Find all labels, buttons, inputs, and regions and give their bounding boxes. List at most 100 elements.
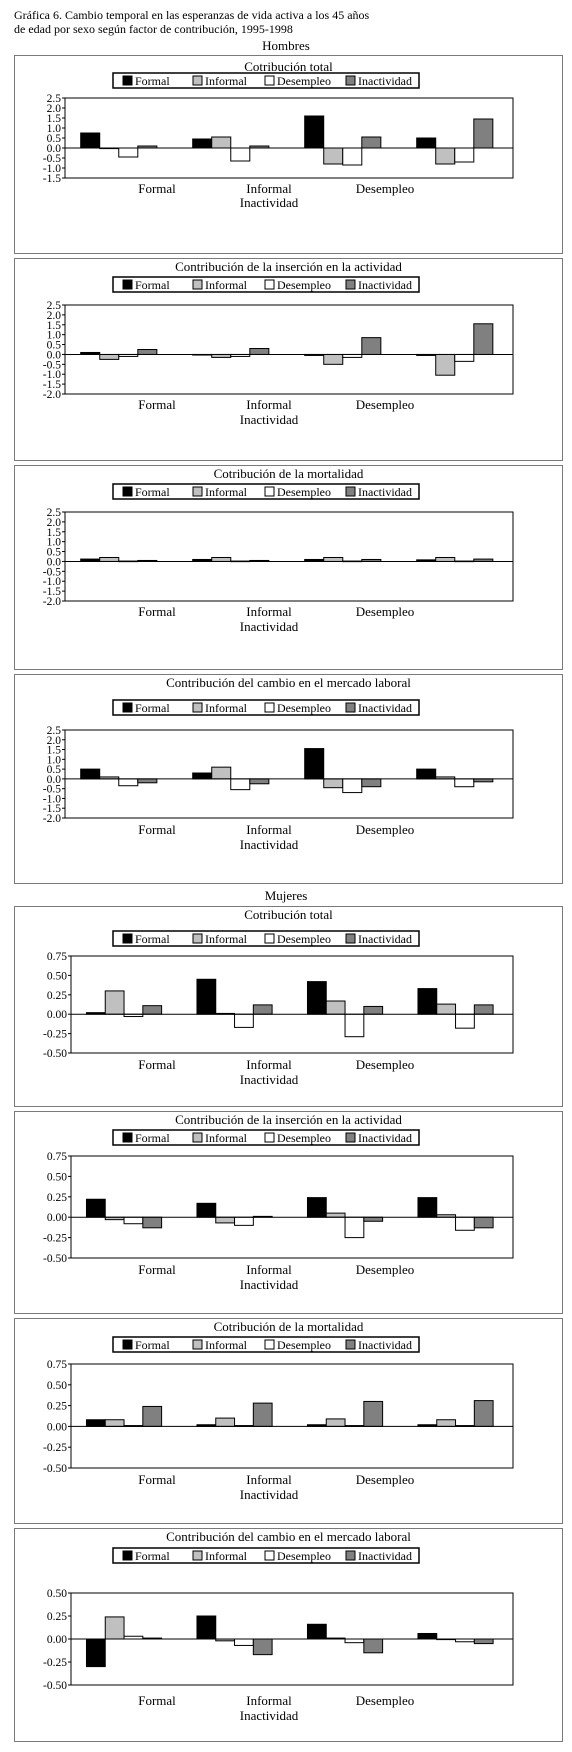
figure-title-line2: de edad por sexo según factor de contrib… <box>14 22 293 36</box>
chart8-category-label-formal: Formal <box>138 1693 176 1708</box>
chart6-legend-swatch-desempleo <box>264 1132 275 1143</box>
chart3-bar-informal-1 <box>99 556 120 562</box>
chart8-bar-formal-3 <box>306 1623 327 1640</box>
chart7-bar-informal-1 <box>104 1419 125 1427</box>
chart4-category-label-informal: Informal <box>246 822 292 837</box>
chart1-ytick-label-2: 1.5 <box>47 113 62 125</box>
chart1-legend-swatch-inactividad <box>345 75 356 86</box>
chart4-ytick-label-9: -2.0 <box>43 813 61 825</box>
chart5-bar-desempleo-3 <box>344 1013 365 1038</box>
chart5-legend-label-inactividad: Inactividad <box>358 932 412 946</box>
chart4-legend-label-informal: Informal <box>205 701 248 715</box>
chart3-ytick-label-2: 1.5 <box>47 527 62 539</box>
chart3-title: Cotribución de la mortalidad <box>214 466 364 481</box>
chart1-legend-swatch-informal <box>192 75 203 86</box>
chart4-bar-inactividad-3 <box>361 778 382 788</box>
chart5-bar-formal-2 <box>196 978 217 1015</box>
chart3-bar-informal-2 <box>211 556 232 562</box>
chart2-bar-inactividad-3 <box>361 337 382 355</box>
chart6-bar-formal-4 <box>417 1197 438 1218</box>
chart2-category-label-inactividad: Inactividad <box>240 412 299 427</box>
chart6-bar-informal-2 <box>215 1216 236 1224</box>
chart1-bar-informal-2 <box>211 136 232 149</box>
chart1-bar-desempleo-1 <box>118 147 139 158</box>
chart6-bar-desempleo-3 <box>344 1216 365 1239</box>
chart2-legend-swatch-inactividad <box>345 279 356 290</box>
chart7-bar-inactividad-1 <box>142 1405 163 1427</box>
chart3-ytick-label-5: 0.0 <box>47 556 62 568</box>
chart6-legend-swatch-formal <box>122 1132 133 1143</box>
chart4-legend-swatch-informal <box>192 702 203 713</box>
chart3-ytick-label-1: 2.0 <box>47 517 62 529</box>
chart4-bar-formal-2 <box>192 772 213 780</box>
chart8-bar-formal-2 <box>196 1615 217 1640</box>
chart4-bar-inactividad-2 <box>249 778 270 785</box>
chart4-legend-swatch-inactividad <box>345 702 356 713</box>
chart3-legend-label-inactividad: Inactividad <box>358 485 412 499</box>
chart8-legend-swatch-informal <box>192 1550 203 1561</box>
chart6-legend-swatch-informal <box>192 1132 203 1143</box>
chart1-ytick-label-8: -1.5 <box>43 173 61 185</box>
chart1-ytick-label-6: -0.5 <box>43 153 61 165</box>
chart-svg-mujeres-mercado: Contribución del cambio en el mercado la… <box>43 1529 514 1723</box>
chart3-category-label-desempleo: Desempleo <box>356 604 414 619</box>
chart7-legend-swatch-informal <box>192 1339 203 1350</box>
chart1-plot-frame <box>64 97 514 179</box>
chart5-ytick-label-4: -0.25 <box>43 1029 67 1041</box>
chart8-legend-label-formal: Formal <box>135 1549 170 1563</box>
chart2-legend-label-formal: Formal <box>135 278 170 292</box>
chart2-bar-inactividad-4 <box>473 323 494 355</box>
chart7-bar-inactividad-4 <box>473 1400 494 1427</box>
chart2-bar-inactividad-1 <box>137 349 158 355</box>
chart4-bar-formal-3 <box>304 748 325 780</box>
chart5-legend-swatch-formal <box>122 933 133 944</box>
chart2-bar-inactividad-2 <box>249 348 270 355</box>
chart5-ytick-label-0: 0.75 <box>47 951 67 963</box>
chart3-ytick-label-7: -1.0 <box>43 576 61 588</box>
chart2-ytick-label-6: -0.5 <box>43 359 61 371</box>
chart2-ytick-label-1: 2.0 <box>47 310 62 322</box>
chart6-ytick-label-1: 0.50 <box>47 1171 67 1183</box>
chart4-category-label-formal: Formal <box>138 822 176 837</box>
chart1-category-label-formal: Formal <box>138 181 176 196</box>
chart1-bar-informal-4 <box>435 147 456 165</box>
chart6-title: Contribución de la inserción en la activ… <box>175 1112 402 1127</box>
chart4-legend-label-desempleo: Desempleo <box>277 701 331 715</box>
chart7-legend-swatch-formal <box>122 1339 133 1350</box>
chart5-plot-frame <box>70 955 514 1054</box>
chart6-legend-label-formal: Formal <box>135 1131 170 1145</box>
chart-panel-mujeres-total: Cotribución total Formal Informal Desempleo… <box>14 906 563 1107</box>
chart8-ytick-label-1: 0.25 <box>47 1611 67 1623</box>
chart2-ytick-label-2: 1.5 <box>47 320 62 332</box>
chart4-bar-desempleo-2 <box>230 778 251 791</box>
chart2-bar-desempleo-4 <box>454 353 475 362</box>
chart4-ytick-label-0: 2.5 <box>47 725 62 737</box>
chart4-ytick-label-3: 1.0 <box>47 754 62 766</box>
chart6-bar-formal-1 <box>85 1198 106 1218</box>
chart8-bar-formal-4 <box>417 1632 438 1640</box>
chart1-ytick-label-0: 2.5 <box>47 93 62 105</box>
chart5-bar-informal-1 <box>104 990 125 1015</box>
chart1-title: Cotribución total <box>244 59 333 74</box>
chart4-legend-swatch-formal <box>122 702 133 713</box>
chart8-legend-swatch-desempleo <box>264 1550 275 1561</box>
chart3-legend-swatch-informal <box>192 486 203 497</box>
chart4-ytick-label-1: 2.0 <box>47 735 62 747</box>
chart8-ytick-label-3: -0.25 <box>43 1657 67 1669</box>
chart3-legend-swatch-inactividad <box>345 486 356 497</box>
chart2-ytick-label-5: 0.0 <box>47 349 62 361</box>
chart4-bar-desempleo-4 <box>454 778 475 788</box>
chart3-category-label-formal: Formal <box>138 604 176 619</box>
chart4-title: Contribución del cambio en el mercado la… <box>166 675 411 690</box>
chart7-legend-swatch-inactividad <box>345 1339 356 1350</box>
chart7-ytick-label-2: 0.25 <box>47 1401 67 1413</box>
chart1-bar-formal-2 <box>192 138 213 149</box>
chart8-category-label-inactividad: Inactividad <box>240 1708 299 1723</box>
chart5-bar-formal-4 <box>417 988 438 1015</box>
chart3-bar-informal-3 <box>323 556 344 562</box>
chart2-bar-informal-3 <box>323 353 344 365</box>
chart7-category-label-formal: Formal <box>138 1472 176 1487</box>
chart6-ytick-label-0: 0.75 <box>47 1151 67 1163</box>
chart6-category-label-inactividad: Inactividad <box>240 1277 299 1292</box>
chart8-bar-inactividad-2 <box>252 1638 273 1656</box>
